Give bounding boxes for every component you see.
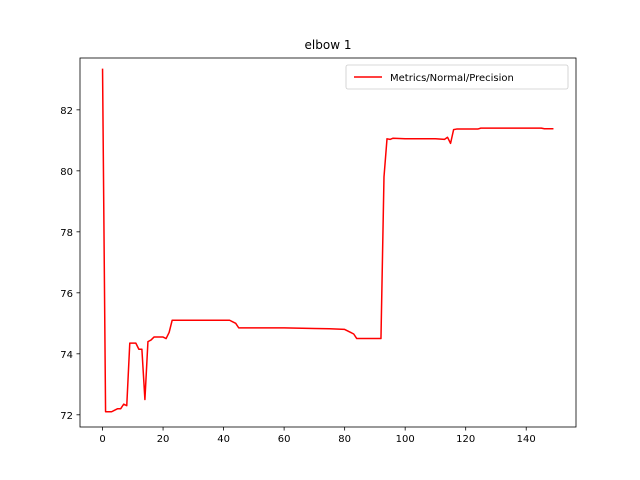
x-tick-label: 20 [157, 434, 170, 445]
legend-label: Metrics/Normal/Precision [390, 73, 514, 84]
legend: Metrics/Normal/Precision [345, 64, 569, 90]
y-tick-label: 76 [60, 289, 73, 300]
x-tick-label: 60 [278, 434, 291, 445]
series-line-0 [101, 68, 554, 413]
x-tick-label: 80 [338, 434, 351, 445]
x-tick-label: 40 [217, 434, 230, 445]
y-tick-label: 80 [60, 167, 73, 178]
x-tick-label: 140 [517, 434, 536, 445]
x-tick-label: 120 [456, 434, 475, 445]
x-tick-label: 100 [396, 434, 415, 445]
y-tick-label: 78 [60, 228, 73, 239]
chart-title: elbow 1 [305, 38, 352, 52]
y-tick-label: 74 [60, 350, 73, 361]
x-axis-ticks: 0 20 40 60 80 100 120 140 [99, 427, 536, 445]
legend-box [345, 64, 569, 90]
y-tick-label: 82 [60, 106, 73, 117]
plot-area [101, 68, 554, 413]
x-tick-label: 0 [99, 434, 105, 445]
y-tick-label: 72 [60, 411, 73, 422]
y-axis-ticks: 72 74 76 78 80 82 [60, 106, 80, 422]
axes-frame [79, 57, 577, 428]
